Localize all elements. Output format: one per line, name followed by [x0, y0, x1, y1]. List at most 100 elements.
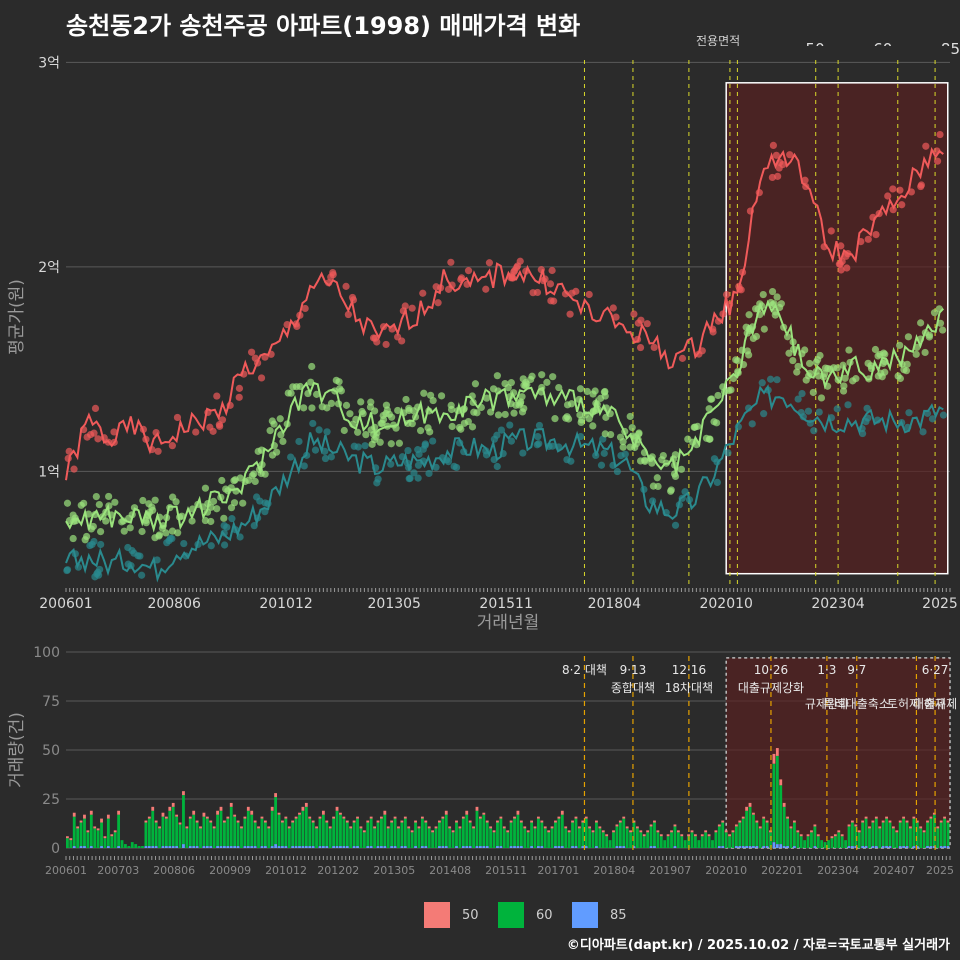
volume-bar-50 — [673, 824, 677, 827]
volume-bar-60 — [854, 826, 858, 847]
volume-bar-50 — [888, 820, 892, 823]
volume-bar-85 — [424, 846, 428, 848]
volume-x-tick-label: 2025 — [926, 864, 954, 877]
volume-bar-50 — [212, 826, 216, 829]
y-tick-label: 1억 — [38, 464, 60, 480]
volume-bar-50 — [881, 820, 885, 823]
volume-bar-50 — [267, 826, 271, 829]
volume-bar-85 — [673, 846, 677, 848]
highlight-period — [725, 82, 949, 575]
volume-bar-60 — [775, 755, 779, 845]
volume-bar-85 — [72, 846, 76, 848]
volume-bar-60 — [226, 818, 230, 847]
volume-bar-50 — [151, 806, 155, 811]
price-point-50 — [220, 541, 229, 549]
volume-bar-50 — [588, 826, 592, 829]
volume-bar-60 — [134, 844, 138, 848]
volume-bar-60 — [642, 836, 646, 848]
volume-bar-60 — [325, 822, 329, 847]
price-point-50 — [86, 541, 94, 550]
price-point-50 — [794, 395, 802, 403]
volume-bar-60 — [410, 832, 414, 848]
price-point-85 — [884, 192, 892, 200]
volume-bar-60 — [830, 838, 834, 848]
price-point-60 — [230, 499, 239, 507]
volume-bar-85 — [236, 846, 240, 848]
price-point-60 — [268, 451, 277, 459]
price-point-60 — [429, 396, 437, 405]
volume-bar-85 — [219, 846, 223, 848]
price-point-60 — [677, 465, 686, 473]
volume-bar-60 — [100, 822, 103, 847]
volume-bar-50 — [509, 820, 513, 823]
price-point-60 — [654, 482, 662, 491]
volume-bar-85 — [455, 846, 458, 848]
volume-bar-60 — [243, 818, 247, 847]
price-point-60 — [789, 356, 797, 365]
price-point-60 — [213, 505, 221, 513]
price-point-50 — [361, 442, 369, 450]
volume-bar-50 — [540, 820, 544, 823]
volume-bar-50 — [89, 810, 93, 815]
price-point-60 — [493, 372, 501, 380]
volume-bar-50 — [226, 816, 230, 819]
price-point-60 — [251, 477, 259, 486]
volume-bar-85 — [519, 846, 523, 848]
volume-bar-60 — [472, 828, 475, 848]
price-point-60 — [576, 411, 584, 419]
price-point-60 — [768, 287, 777, 296]
price-point-60 — [111, 498, 119, 506]
price-point-85 — [70, 465, 78, 473]
volume-bar-85 — [905, 846, 909, 848]
volume-bar-50 — [144, 820, 148, 823]
volume-y-tick-label: 0 — [51, 841, 60, 857]
volume-bar-85 — [284, 846, 288, 848]
volume-bar-50 — [287, 826, 291, 829]
volume-bar-60 — [919, 828, 923, 848]
price-point-85 — [83, 433, 91, 441]
volume-bar-50 — [257, 826, 260, 829]
volume-bar-85 — [738, 846, 742, 848]
volume-bar-60 — [755, 822, 759, 847]
volume-bar-60 — [799, 836, 803, 848]
volume-bar-85 — [478, 846, 482, 848]
volume-bar-60 — [762, 818, 766, 847]
volume-bar-60 — [458, 828, 462, 848]
price-point-50 — [228, 515, 236, 523]
volume-bar-60 — [345, 822, 349, 847]
price-point-60 — [917, 319, 925, 327]
volume-bar-60 — [871, 822, 875, 847]
volume-bar-60 — [891, 828, 895, 848]
policy-date-label: 10·26 — [754, 663, 788, 677]
volume-bar-60 — [72, 816, 76, 847]
price-point-60 — [626, 412, 634, 421]
volume-bar-85 — [164, 846, 168, 848]
volume-bar-50 — [868, 826, 871, 829]
volume-bar-50 — [564, 826, 568, 829]
volume-bar-60 — [598, 828, 602, 848]
volume-bar-60 — [806, 836, 810, 848]
price-point-85 — [173, 413, 182, 422]
volume-bar-50 — [72, 812, 76, 817]
volume-bar-85 — [861, 846, 865, 848]
volume-bar-60 — [376, 822, 380, 847]
volume-bar-60 — [468, 822, 472, 847]
volume-bar-60 — [847, 826, 851, 847]
volume-bar-60 — [577, 828, 581, 848]
volume-bar-60 — [403, 818, 407, 847]
volume-bar-60 — [874, 818, 878, 847]
volume-bar-50 — [632, 820, 636, 823]
price-point-60 — [83, 532, 91, 541]
chart-title: 송천동2가 송천주공 아파트(1998) 매매가격 변화 — [66, 12, 581, 40]
volume-bar-50 — [154, 820, 158, 823]
volume-bar-60 — [489, 828, 493, 848]
volume-bar-85 — [444, 846, 448, 848]
price-point-50 — [387, 460, 395, 468]
volume-bar-60 — [533, 828, 537, 848]
volume-legend-label-50: 50 — [462, 907, 479, 923]
price-point-60 — [394, 406, 402, 415]
volume-bar-50 — [659, 834, 663, 837]
volume-bar-85 — [632, 846, 636, 848]
volume-bar-50 — [519, 820, 523, 823]
volume-bar-60 — [909, 828, 912, 848]
